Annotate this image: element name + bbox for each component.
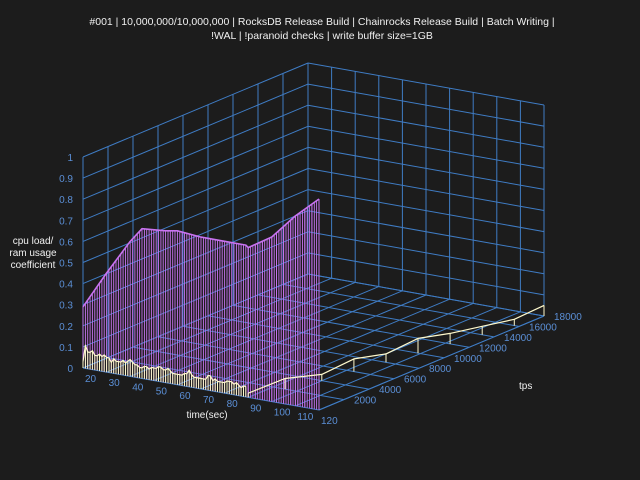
axis-line bbox=[318, 315, 545, 411]
z-tick-label: 0.8 bbox=[59, 195, 73, 206]
y-tick-label: 4000 bbox=[379, 385, 402, 396]
x-axis-label-line: time(sec) bbox=[186, 410, 227, 421]
z-tick-label: 0.5 bbox=[59, 259, 73, 270]
x-tick-label: 40 bbox=[132, 382, 144, 393]
grid-line bbox=[153, 286, 379, 382]
x-tick-label: 50 bbox=[156, 387, 168, 398]
x-tick-label: 80 bbox=[227, 399, 239, 410]
grid-line bbox=[82, 168, 309, 263]
series-layer bbox=[82, 198, 545, 410]
y-tick-label: 14000 bbox=[504, 333, 532, 344]
z-axis-label-line: ram usage bbox=[9, 248, 57, 259]
grid-layer bbox=[82, 62, 545, 411]
y-tick-label: 18000 bbox=[554, 312, 582, 323]
y-tick-label: 6000 bbox=[404, 375, 427, 386]
grid-line bbox=[82, 104, 309, 200]
cpu-series-line bbox=[82, 344, 246, 389]
y-tick-label: 12000 bbox=[479, 343, 507, 354]
z-tick-label: 0.3 bbox=[59, 301, 73, 312]
z-tick-label: 0.4 bbox=[59, 280, 73, 291]
grid-line bbox=[307, 273, 545, 317]
grid-line bbox=[282, 283, 520, 327]
x-tick-label: 70 bbox=[203, 395, 215, 406]
ram-series-line bbox=[82, 198, 320, 308]
z-axis-label-line: cpu load/ bbox=[13, 236, 54, 247]
z-tick-label: 0.2 bbox=[59, 322, 73, 333]
x-tick-label: 110 bbox=[297, 412, 313, 423]
grid-line bbox=[295, 311, 521, 407]
grid-line bbox=[82, 62, 309, 158]
tps-series-line bbox=[247, 304, 545, 394]
grid-line bbox=[130, 281, 356, 377]
x-tick-label: 30 bbox=[109, 378, 121, 389]
z-tick-label: 0.7 bbox=[59, 216, 73, 227]
z-tick-label: 0.6 bbox=[59, 237, 73, 248]
chart-title-line1: #001 | 10,000,000/10,000,000 | RocksDB R… bbox=[89, 16, 554, 28]
chart-title-line2: !WAL | !paranoid checks | write buffer s… bbox=[211, 30, 433, 42]
z-tick-label: 1 bbox=[67, 153, 73, 164]
x-tick-label: 20 bbox=[85, 374, 97, 385]
grid-line bbox=[82, 125, 309, 221]
x-tick-label: 120 bbox=[321, 416, 338, 427]
y-tick-label: 2000 bbox=[354, 396, 377, 407]
x-tick-label: 60 bbox=[179, 391, 191, 402]
z-tick-label: 0.9 bbox=[59, 174, 73, 185]
x-tick-label: 100 bbox=[274, 408, 291, 419]
grid-line bbox=[207, 315, 445, 359]
y-axis-label: tps bbox=[519, 381, 532, 392]
y-tick-label: 10000 bbox=[454, 354, 482, 365]
y-tick-label: 8000 bbox=[429, 364, 452, 375]
grid-line bbox=[248, 302, 474, 398]
z-tick-label: 0 bbox=[67, 364, 73, 375]
z-tick-label: 0.1 bbox=[59, 343, 73, 354]
grid-line bbox=[177, 290, 403, 386]
grid-line bbox=[82, 146, 309, 242]
grid-line bbox=[82, 83, 309, 179]
x-axis-label: time(sec) bbox=[186, 410, 227, 421]
grid-line bbox=[232, 304, 470, 348]
z-axis-label-line: coefficient bbox=[11, 260, 56, 271]
y-tick-label: 16000 bbox=[529, 322, 557, 333]
x-tick-label: 90 bbox=[250, 403, 262, 414]
